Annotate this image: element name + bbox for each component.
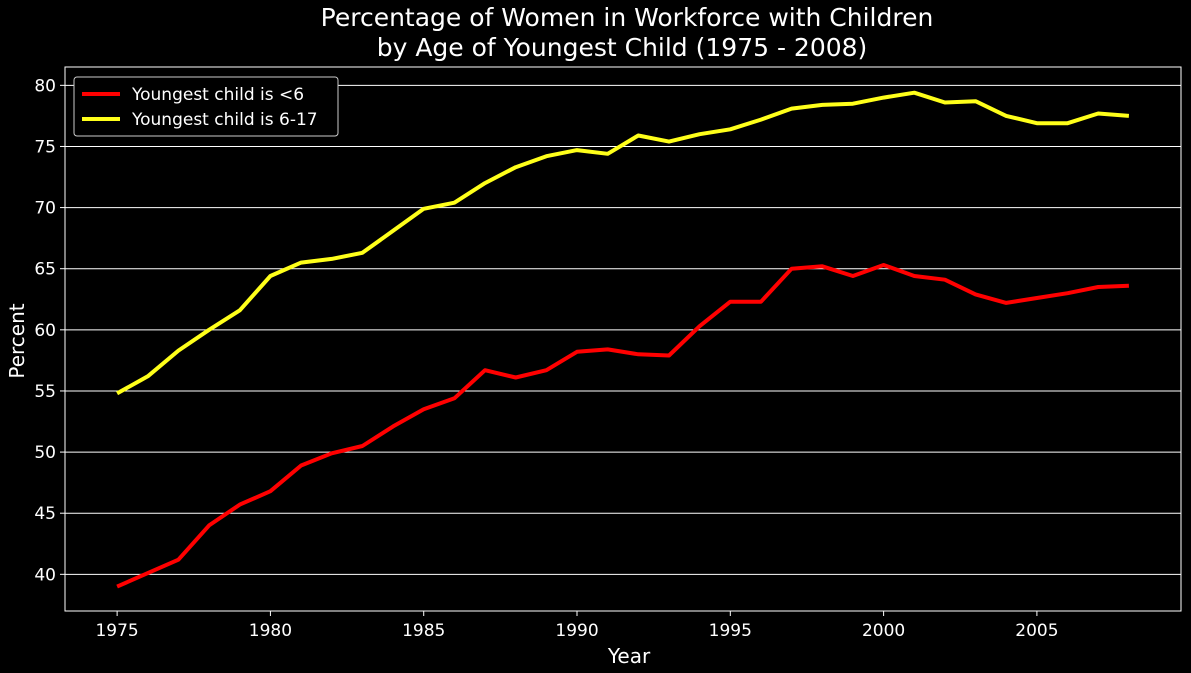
x-tick-label: 2005: [1015, 621, 1058, 641]
x-tick-label: 1995: [709, 621, 752, 641]
series-lines: [116, 90, 1130, 589]
x-tick-label: 1980: [249, 621, 292, 641]
legend-label-series-1: Youngest child is <6: [131, 85, 304, 105]
y-tick-label: 55: [34, 382, 56, 402]
chart-title-line-2: by Age of Youngest Child (1975 - 2008): [377, 33, 868, 62]
y-axis-ticks: 40 45 50 55 60 65 70 75 80: [34, 76, 65, 585]
legend-label-series-2: Youngest child is 6-17: [131, 110, 318, 130]
y-tick-label: 65: [34, 260, 56, 280]
x-axis-label: Year: [607, 644, 651, 668]
y-axis-label: Percent: [5, 303, 29, 378]
series-line-2: [116, 90, 1130, 396]
y-tick-label: 70: [34, 199, 56, 219]
series-line-1: [116, 263, 1129, 589]
x-tick-label: 1990: [555, 621, 598, 641]
chart-title-line-1: Percentage of Women in Workforce with Ch…: [321, 3, 934, 32]
legend: Youngest child is <6 Youngest child is 6…: [73, 76, 339, 137]
y-tick-label: 60: [34, 321, 56, 341]
x-tick-label: 1975: [95, 621, 138, 641]
y-tick-label: 45: [34, 504, 56, 524]
x-tick-label: 1985: [402, 621, 445, 641]
x-tick-label: 2000: [862, 621, 905, 641]
y-tick-label: 80: [34, 76, 56, 96]
x-axis-ticks: 1975 1980 1985 1990 1995 2000 2005: [95, 611, 1059, 641]
y-tick-label: 50: [34, 443, 56, 463]
y-tick-label: 40: [34, 565, 56, 585]
y-tick-label: 75: [34, 137, 56, 157]
plot-frame: [64, 66, 1182, 612]
legend-box: [73, 76, 339, 137]
